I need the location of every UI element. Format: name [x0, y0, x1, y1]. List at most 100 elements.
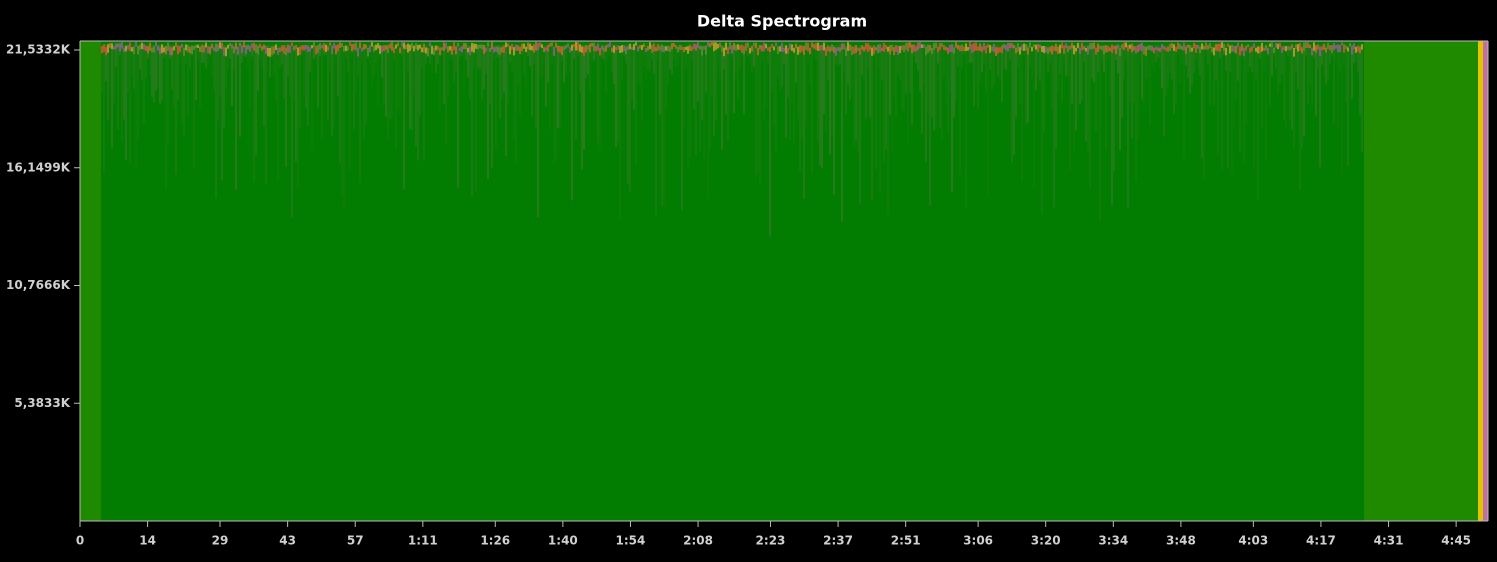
- spectrogram-streak: [473, 45, 475, 67]
- spectrogram-streak: [313, 45, 315, 60]
- spectrogram-streak: [1137, 45, 1139, 138]
- spectrogram-streak: [167, 45, 169, 145]
- spectrogram-streak: [1177, 45, 1179, 56]
- spectrogram-noise: [827, 45, 829, 52]
- spectrogram-streak: [717, 45, 719, 66]
- spectrogram-streak: [1307, 45, 1309, 105]
- spectrogram-noise: [1053, 46, 1055, 51]
- spectrogram-streak: [865, 45, 867, 119]
- spectrogram-noise: [1247, 44, 1249, 48]
- spectrogram-noise: [267, 47, 269, 57]
- spectrogram-streak: [895, 45, 897, 118]
- spectrogram-streak: [101, 45, 103, 93]
- spectrogram-streak: [981, 45, 983, 73]
- spectrogram-noise: [633, 44, 635, 51]
- spectrogram-noise: [861, 45, 863, 50]
- spectrogram-streak: [681, 45, 683, 211]
- spectrogram-noise: [909, 42, 911, 48]
- spectrogram-noise: [811, 42, 813, 48]
- spectrogram-streak: [349, 45, 351, 171]
- spectrogram-noise: [1023, 43, 1025, 51]
- spectrogram-noise: [297, 47, 299, 56]
- spectrogram-noise: [1071, 42, 1073, 49]
- spectrogram-noise: [1227, 43, 1229, 47]
- spectrogram-noise: [825, 47, 827, 56]
- spectrogram-streak: [1025, 45, 1027, 126]
- spectrogram-noise: [895, 45, 897, 52]
- spectrogram-noise: [401, 42, 403, 47]
- spectrogram-streak: [1183, 45, 1185, 159]
- spectrogram-strip: [1364, 41, 1478, 521]
- spectrogram-streak: [345, 45, 347, 58]
- spectrogram-streak: [197, 45, 199, 59]
- spectrogram-noise: [123, 47, 125, 52]
- spectrogram-streak: [343, 45, 345, 208]
- spectrogram-noise: [993, 43, 995, 53]
- spectrogram-streak: [1209, 45, 1211, 105]
- spectrogram-noise: [789, 43, 791, 50]
- spectrogram-streak: [1121, 45, 1123, 118]
- spectrogram-streak: [1357, 45, 1359, 73]
- spectrogram-streak: [1063, 45, 1065, 67]
- spectrogram-streak: [923, 45, 925, 84]
- spectrogram-noise: [917, 42, 919, 51]
- spectrogram-streak: [1099, 45, 1101, 222]
- spectrogram-noise: [601, 45, 603, 50]
- spectrogram-noise: [1063, 45, 1065, 54]
- spectrogram-noise: [319, 43, 321, 50]
- spectrogram-streak: [1095, 45, 1097, 132]
- spectrogram-noise: [435, 45, 437, 51]
- spectrogram-streak: [431, 45, 433, 74]
- spectrogram-streak: [773, 45, 775, 127]
- spectrogram-streak: [193, 45, 195, 170]
- spectrogram-noise: [575, 42, 577, 51]
- spectrogram-noise: [335, 45, 337, 55]
- spectrogram-streak: [597, 45, 599, 144]
- spectrogram-streak: [1189, 45, 1191, 94]
- spectrogram-noise: [387, 45, 389, 54]
- spectrogram-noise: [1305, 42, 1307, 49]
- spectrogram-noise: [399, 47, 401, 54]
- spectrogram-streak: [139, 45, 141, 70]
- spectrogram-noise: [271, 46, 273, 56]
- spectrogram-noise: [1285, 46, 1287, 52]
- spectrogram-streak: [547, 45, 549, 83]
- spectrogram-streak: [685, 45, 687, 69]
- spectrogram-streak: [657, 45, 659, 59]
- spectrogram-streak: [877, 45, 879, 69]
- spectrogram-streak: [961, 45, 963, 69]
- spectrogram-streak: [423, 45, 425, 160]
- spectrogram-noise: [1161, 43, 1163, 50]
- spectrogram-streak: [855, 45, 857, 142]
- spectrogram-noise: [703, 46, 705, 50]
- spectrogram-streak: [1277, 45, 1279, 95]
- spectrogram-noise: [805, 42, 807, 50]
- spectrogram-streak: [1153, 45, 1155, 73]
- spectrogram-noise: [925, 46, 927, 56]
- spectrogram-streak: [993, 45, 995, 86]
- spectrogram-noise: [1085, 47, 1087, 52]
- spectrogram-noise: [1067, 45, 1069, 53]
- spectrogram-noise: [501, 46, 503, 53]
- spectrogram-noise: [677, 46, 679, 53]
- spectrogram-noise: [1057, 46, 1059, 54]
- spectrogram-noise: [1141, 42, 1143, 51]
- spectrogram-noise: [259, 43, 261, 48]
- spectrogram-streak: [989, 45, 991, 70]
- spectrogram-streak: [1027, 45, 1029, 123]
- spectrogram-streak: [219, 45, 221, 96]
- x-tick-label: 3:06: [963, 534, 993, 548]
- spectrogram-noise: [565, 44, 567, 49]
- spectrogram-streak: [527, 45, 529, 56]
- spectrogram-noise: [1359, 46, 1361, 54]
- spectrogram-streak: [457, 45, 459, 189]
- spectrogram-streak: [609, 45, 611, 57]
- spectrogram-streak: [1075, 45, 1077, 131]
- spectrogram-noise: [783, 47, 785, 52]
- spectrogram-noise: [577, 42, 579, 51]
- spectrogram-noise: [291, 42, 293, 46]
- spectrogram-noise: [491, 42, 493, 50]
- spectrogram-streak: [1305, 45, 1307, 56]
- spectrogram-streak: [1325, 45, 1327, 85]
- spectrogram-noise: [1035, 44, 1037, 50]
